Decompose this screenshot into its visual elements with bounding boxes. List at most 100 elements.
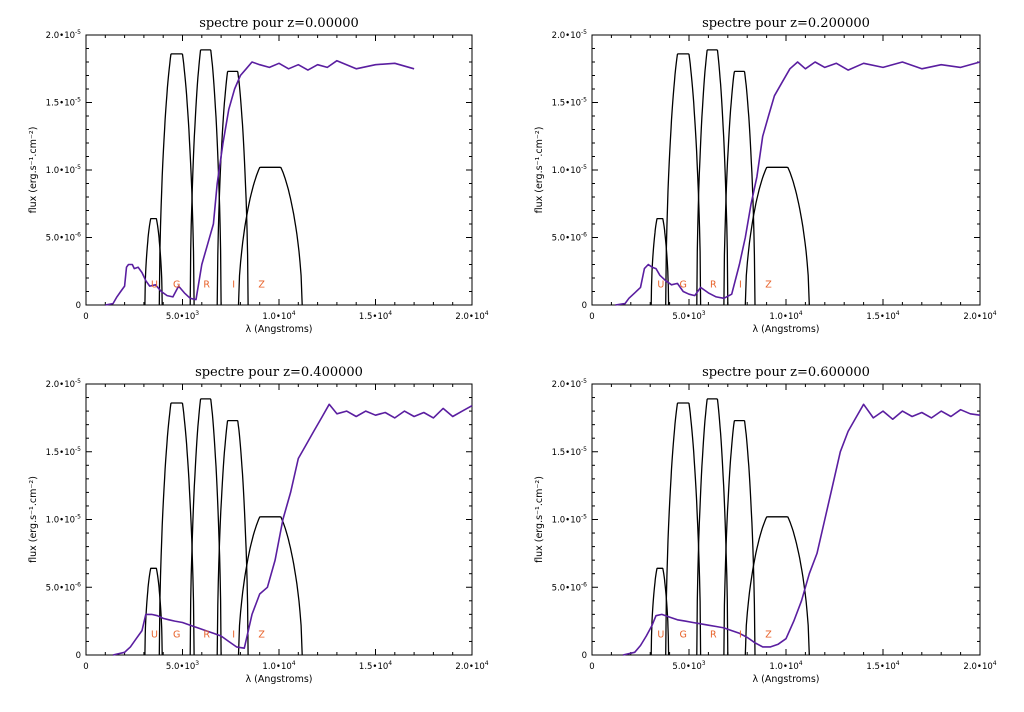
y-tick-exponent: -5	[581, 164, 587, 171]
plot-frame	[85, 383, 473, 656]
band-label: R	[710, 279, 717, 290]
filter-curve-g	[665, 53, 702, 306]
filter-curve-i	[216, 70, 249, 306]
y-tick-exponent: -6	[581, 581, 587, 588]
x-tick-mantissa: 1.0•10	[262, 312, 291, 322]
y-tick-label: 2.0•10-5	[552, 378, 588, 390]
band-label: G	[173, 279, 180, 290]
y-tick-mantissa: 5.0•10	[552, 583, 581, 593]
y-tick-mantissa: 5.0•10	[46, 583, 75, 593]
y-tick-mantissa: 0	[76, 301, 81, 311]
y-tick-mantissa: 1.0•10	[46, 516, 75, 526]
x-tick-label: 2.0•104	[455, 660, 488, 672]
filter-curve-g	[158, 53, 195, 306]
y-tick-label: 2.0•10-5	[552, 29, 588, 41]
filter-curve-u	[144, 567, 163, 656]
x-tick-exponent: 4	[485, 310, 489, 317]
x-tick-label: 2.0•104	[963, 660, 996, 672]
band-label: G	[679, 629, 686, 640]
y-tick-mantissa: 0	[76, 651, 81, 661]
plot-frame	[591, 383, 981, 656]
chart-title: spectre pour z=0.400000	[195, 365, 363, 380]
x-tick-mantissa: 0	[83, 312, 88, 322]
x-tick-mantissa: 5.0•10	[166, 662, 195, 672]
x-tick-label: 1.5•104	[359, 660, 392, 672]
x-tick-exponent: 4	[388, 310, 392, 317]
band-label: U	[151, 629, 158, 640]
x-tick-mantissa: 2.0•10	[963, 662, 992, 672]
x-tick-label: 5.0•103	[166, 310, 199, 322]
x-tick-label: 2.0•104	[963, 310, 996, 322]
x-axis-label: λ (Angstroms)	[753, 674, 820, 685]
x-tick-mantissa: 0	[83, 662, 88, 672]
x-tick-label: 0	[83, 312, 88, 322]
x-tick-label: 1.5•104	[359, 310, 392, 322]
filter-curve-z	[744, 516, 810, 656]
x-tick-exponent: 4	[896, 310, 900, 317]
x-tick-label: 1.0•104	[262, 660, 295, 672]
y-tick-label: 1.0•10-5	[46, 514, 82, 526]
x-tick-exponent: 4	[896, 660, 900, 667]
x-tick-label: 5.0•103	[166, 660, 199, 672]
filter-curve-z	[744, 166, 810, 306]
band-label: Z	[765, 629, 772, 640]
y-tick-label: 1.5•10-5	[552, 446, 588, 458]
y-tick-mantissa: 1.5•10	[46, 99, 75, 109]
y-tick-mantissa: 5.0•10	[552, 234, 581, 244]
y-tick-exponent: -6	[75, 232, 81, 239]
spectrum-line	[105, 59, 415, 306]
x-tick-mantissa: 1.5•10	[359, 312, 388, 322]
x-tick-mantissa: 0	[589, 662, 594, 672]
band-label: I	[232, 629, 235, 640]
y-tick-label: 2.0•10-5	[46, 378, 82, 390]
y-tick-label: 2.0•10-5	[46, 29, 82, 41]
y-tick-exponent: -5	[75, 164, 81, 171]
y-tick-mantissa: 1.0•10	[552, 166, 581, 176]
filter-curve-u	[144, 217, 163, 306]
y-tick-label: 1.0•10-5	[552, 164, 588, 176]
x-tick-exponent: 4	[799, 310, 803, 317]
y-tick-exponent: -5	[75, 446, 81, 453]
chart-title: spectre pour z=0.600000	[702, 365, 870, 380]
y-tick-mantissa: 2.0•10	[46, 31, 75, 41]
plot-frame	[85, 34, 473, 306]
y-tick-mantissa: 1.5•10	[552, 448, 581, 458]
y-tick-label: 5.0•10-6	[46, 581, 82, 593]
x-tick-mantissa: 5.0•10	[166, 312, 195, 322]
x-tick-exponent: 4	[292, 660, 296, 667]
y-tick-label: 0	[582, 651, 587, 661]
band-label: I	[232, 279, 235, 290]
x-tick-label: 1.5•104	[866, 310, 899, 322]
x-tick-exponent: 3	[702, 660, 706, 667]
x-tick-exponent: 3	[702, 310, 706, 317]
x-tick-label: 1.0•104	[262, 310, 295, 322]
x-axis-label: λ (Angstroms)	[246, 674, 313, 685]
y-tick-exponent: -5	[75, 97, 81, 104]
x-tick-label: 2.0•104	[455, 310, 488, 322]
band-label: Z	[258, 279, 265, 290]
x-tick-exponent: 3	[195, 660, 199, 667]
y-tick-mantissa: 0	[582, 301, 587, 311]
y-tick-mantissa: 1.0•10	[46, 166, 75, 176]
band-label: I	[739, 279, 742, 290]
y-tick-exponent: -5	[581, 97, 587, 104]
filter-curve-r	[189, 49, 222, 306]
spectrum-line	[615, 61, 981, 306]
x-tick-label: 1.5•104	[866, 660, 899, 672]
band-label: R	[203, 629, 210, 640]
x-tick-mantissa: 1.5•10	[866, 312, 895, 322]
y-tick-exponent: -5	[581, 446, 587, 453]
x-tick-mantissa: 2.0•10	[455, 312, 484, 322]
band-label: R	[203, 279, 210, 290]
y-tick-mantissa: 5.0•10	[46, 234, 75, 244]
x-tick-mantissa: 5.0•10	[672, 662, 701, 672]
y-tick-exponent: -5	[75, 378, 81, 385]
band-label: U	[657, 629, 664, 640]
x-tick-label: 5.0•103	[672, 660, 705, 672]
y-tick-label: 0	[76, 651, 81, 661]
spectrum-line	[112, 403, 473, 656]
x-tick-label: 0	[589, 312, 594, 322]
y-axis-label: flux (erg.s⁻¹.cm⁻²)	[534, 476, 545, 563]
